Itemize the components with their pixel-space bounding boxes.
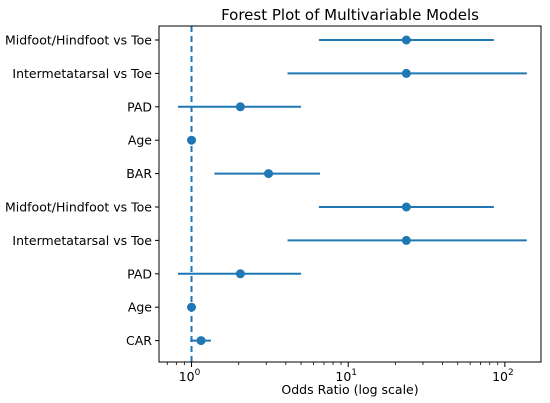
point-estimate [187,302,197,312]
point-estimate [401,68,411,78]
point-estimate [235,102,245,112]
point-estimate [187,135,197,145]
y-tick-label: Midfoot/Hindfoot vs Toe [5,33,152,48]
plot-area [178,26,527,362]
y-tick-label: PAD [127,99,152,114]
x-tick-label: 102 [492,368,514,384]
point-estimate [401,235,411,245]
y-tick-label: CAR [126,333,152,348]
plot-frame [158,25,542,363]
point-estimate [401,35,411,45]
y-tick-label: Age [128,133,152,148]
point-estimate [264,169,274,179]
y-tick-label: Age [128,300,152,315]
x-tick-label: 100 [179,368,201,384]
x-tick-label: 101 [335,368,357,384]
point-estimate [196,336,206,346]
point-estimate [401,202,411,212]
y-tick-label: Intermetatarsal vs Toe [12,233,152,248]
x-axis-label: Odds Ratio (log scale) [281,382,418,397]
y-tick-label: Midfoot/Hindfoot vs Toe [5,200,152,215]
y-tick-label: BAR [126,166,152,181]
point-estimate [235,269,245,279]
y-tick-label: Intermetatarsal vs Toe [12,66,152,81]
y-tick-label: PAD [127,266,152,281]
chart-title: Forest Plot of Multivariable Models [221,6,479,24]
